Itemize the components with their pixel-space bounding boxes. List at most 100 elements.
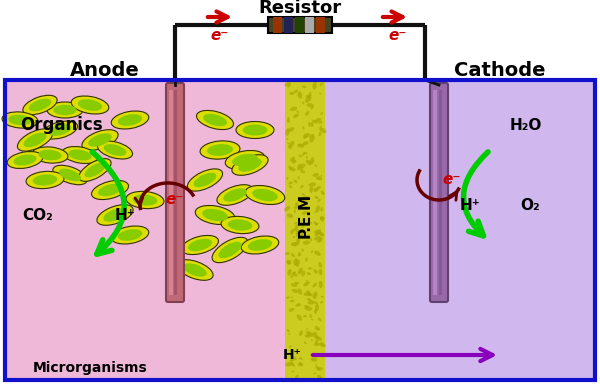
Ellipse shape xyxy=(307,222,312,225)
Ellipse shape xyxy=(320,207,323,211)
Ellipse shape xyxy=(289,260,292,262)
Ellipse shape xyxy=(295,202,299,209)
Bar xyxy=(285,80,325,380)
Ellipse shape xyxy=(319,269,322,275)
Ellipse shape xyxy=(286,177,289,180)
Ellipse shape xyxy=(320,190,325,195)
Ellipse shape xyxy=(300,168,304,173)
Ellipse shape xyxy=(298,155,302,157)
Ellipse shape xyxy=(292,156,295,161)
Ellipse shape xyxy=(303,199,308,204)
Ellipse shape xyxy=(313,283,317,287)
Ellipse shape xyxy=(313,173,319,177)
Ellipse shape xyxy=(290,275,293,278)
Ellipse shape xyxy=(78,99,102,111)
Ellipse shape xyxy=(236,122,274,138)
Ellipse shape xyxy=(306,156,308,159)
Ellipse shape xyxy=(290,300,295,302)
Ellipse shape xyxy=(218,242,242,258)
Ellipse shape xyxy=(217,185,253,205)
Ellipse shape xyxy=(320,175,322,177)
Ellipse shape xyxy=(314,188,316,191)
Bar xyxy=(439,90,442,295)
Text: e⁻: e⁻ xyxy=(211,28,229,43)
Ellipse shape xyxy=(303,282,309,286)
Ellipse shape xyxy=(310,157,314,164)
Ellipse shape xyxy=(232,154,258,166)
Text: CO₂: CO₂ xyxy=(22,207,53,223)
Ellipse shape xyxy=(306,328,308,330)
Ellipse shape xyxy=(79,159,111,181)
Ellipse shape xyxy=(59,169,81,181)
Ellipse shape xyxy=(295,232,300,236)
Ellipse shape xyxy=(287,214,293,218)
Ellipse shape xyxy=(293,90,298,93)
Ellipse shape xyxy=(29,99,51,111)
Text: e⁻: e⁻ xyxy=(389,28,407,43)
Ellipse shape xyxy=(320,238,322,239)
Ellipse shape xyxy=(307,272,311,275)
Ellipse shape xyxy=(223,188,247,202)
Ellipse shape xyxy=(309,134,314,138)
Ellipse shape xyxy=(294,282,299,285)
Ellipse shape xyxy=(13,154,37,165)
Ellipse shape xyxy=(289,166,292,170)
Ellipse shape xyxy=(292,371,295,372)
Ellipse shape xyxy=(301,166,304,168)
Ellipse shape xyxy=(286,296,290,299)
Ellipse shape xyxy=(203,114,227,126)
Ellipse shape xyxy=(286,261,292,264)
Ellipse shape xyxy=(32,147,68,163)
Ellipse shape xyxy=(202,209,228,221)
Ellipse shape xyxy=(298,252,301,257)
Bar xyxy=(5,80,595,380)
Ellipse shape xyxy=(314,236,321,241)
Ellipse shape xyxy=(313,332,317,338)
Ellipse shape xyxy=(284,206,290,211)
Ellipse shape xyxy=(287,119,289,122)
Ellipse shape xyxy=(302,141,308,145)
Ellipse shape xyxy=(188,239,212,251)
Ellipse shape xyxy=(311,122,314,127)
Ellipse shape xyxy=(316,328,318,331)
Bar xyxy=(325,80,595,380)
Ellipse shape xyxy=(248,239,272,251)
Ellipse shape xyxy=(311,358,314,360)
Ellipse shape xyxy=(295,303,301,307)
Ellipse shape xyxy=(294,357,297,360)
Text: e⁻: e⁻ xyxy=(166,193,184,207)
Ellipse shape xyxy=(315,363,317,366)
Bar xyxy=(305,17,314,33)
Ellipse shape xyxy=(319,342,326,347)
Ellipse shape xyxy=(85,163,106,177)
Ellipse shape xyxy=(88,133,112,147)
Ellipse shape xyxy=(200,141,240,159)
Ellipse shape xyxy=(293,236,295,238)
Ellipse shape xyxy=(301,225,304,228)
Ellipse shape xyxy=(298,144,299,147)
Ellipse shape xyxy=(26,171,64,189)
Ellipse shape xyxy=(308,267,312,270)
Ellipse shape xyxy=(303,133,310,138)
Ellipse shape xyxy=(309,92,311,96)
Bar xyxy=(284,17,293,33)
Ellipse shape xyxy=(317,337,322,341)
Text: Microrganisms: Microrganisms xyxy=(32,361,148,375)
Ellipse shape xyxy=(182,236,218,255)
Ellipse shape xyxy=(316,206,320,213)
Ellipse shape xyxy=(23,95,57,115)
Ellipse shape xyxy=(317,199,321,202)
Ellipse shape xyxy=(317,186,321,189)
Ellipse shape xyxy=(287,117,290,121)
Ellipse shape xyxy=(305,94,311,98)
Ellipse shape xyxy=(295,160,296,163)
Ellipse shape xyxy=(245,186,285,204)
Ellipse shape xyxy=(238,158,262,172)
Ellipse shape xyxy=(294,222,298,225)
Ellipse shape xyxy=(241,236,279,254)
Ellipse shape xyxy=(302,152,305,156)
Ellipse shape xyxy=(313,82,317,90)
Ellipse shape xyxy=(221,216,259,234)
Ellipse shape xyxy=(314,309,317,314)
Ellipse shape xyxy=(304,305,309,308)
